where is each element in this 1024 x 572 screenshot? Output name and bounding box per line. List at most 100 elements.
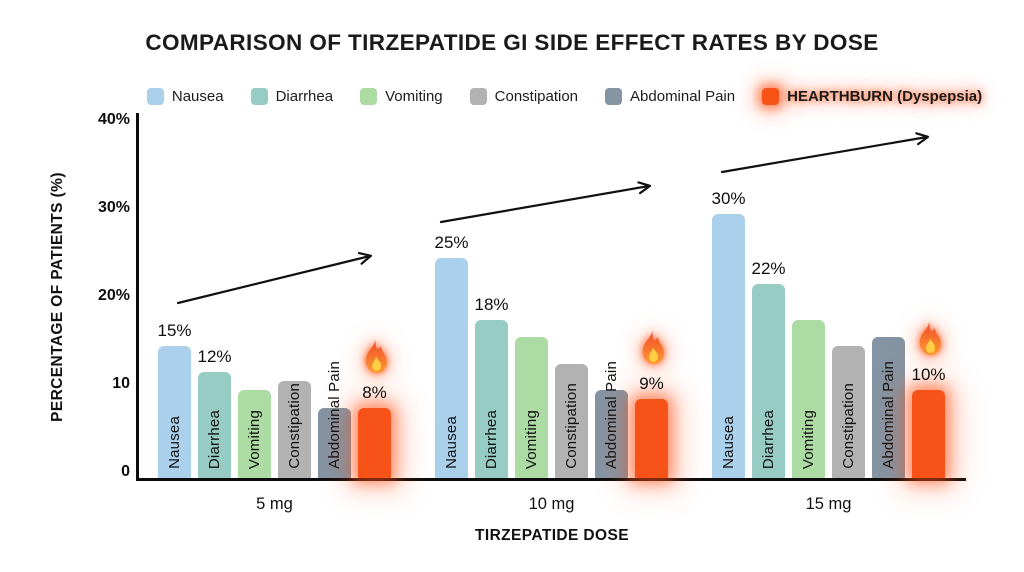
legend-item-diarrhea: Diarrhea bbox=[250, 87, 334, 105]
bar-category-label: Vomiting bbox=[245, 409, 263, 469]
bar-hearthburn-dyspepsia-15-mg bbox=[912, 390, 945, 478]
legend-item-constipation: Constipation bbox=[469, 87, 579, 105]
bar-slot: Vomiting bbox=[792, 126, 825, 478]
bar-category-label: Vomiting bbox=[522, 409, 540, 469]
bar-category-label: Diarrhea bbox=[759, 409, 777, 469]
bar-category-label: Abdominal Pain bbox=[879, 361, 897, 469]
bar-diarrhea-15-mg bbox=[752, 284, 785, 478]
bar-slot: Abdominal Pain bbox=[872, 126, 905, 478]
bar-slot: Vomiting bbox=[238, 126, 271, 478]
bar-slot: Diarrhea 22% bbox=[751, 126, 786, 478]
bar-abdominal-pain-10-mg bbox=[595, 390, 628, 478]
bar-slot: 9% bbox=[635, 126, 668, 478]
bar-category-label: Constipation bbox=[839, 383, 857, 469]
x-group-label-5-mg: 5 mg bbox=[256, 495, 293, 513]
bar-nausea-5-mg bbox=[158, 346, 191, 478]
y-axis-tick-label: 20% bbox=[97, 287, 130, 304]
bar-slot: Constipation bbox=[278, 126, 311, 478]
bar-category-label: Vomiting bbox=[799, 409, 817, 469]
legend-swatch bbox=[146, 87, 164, 105]
bar-diarrhea-5-mg bbox=[198, 372, 231, 478]
bar-slot: Nausea 25% bbox=[434, 126, 469, 478]
bar-category-label: Nausea bbox=[442, 416, 460, 469]
bar-abdominal-pain-15-mg bbox=[872, 337, 905, 478]
bar-slot: Diarrhea 12% bbox=[197, 126, 232, 478]
legend-swatch bbox=[469, 87, 487, 105]
bar-value-label: 25% bbox=[434, 233, 469, 252]
y-axis-tick-label: 40% bbox=[97, 111, 130, 128]
bar-value-label: 12% bbox=[197, 347, 232, 367]
bar-category-label: Nausea bbox=[165, 416, 183, 469]
bar-group-10-mg: Nausea 25% Diarrhea 18% Vomiting Constipation… bbox=[434, 126, 668, 478]
bar-category-label: Constipation bbox=[285, 383, 303, 469]
bar-constipation-10-mg bbox=[555, 363, 588, 478]
legend-label: Vomiting bbox=[385, 87, 443, 105]
legend-swatch bbox=[762, 87, 780, 105]
legend: Nausea Diarrhea Vomiting Constipation Abdomi… bbox=[105, 84, 1024, 108]
legend-item-abdominal-pain: Abdominal Pain bbox=[605, 87, 736, 105]
bar-category-label: Constipation bbox=[562, 383, 580, 469]
legend-swatch bbox=[250, 87, 268, 105]
bar-slot: Nausea 15% bbox=[157, 126, 192, 478]
x-axis-title: TIRZEPATIDE DOSE bbox=[475, 527, 629, 544]
legend-item-vomiting: Vomiting bbox=[360, 87, 443, 105]
legend-item-hearthburn-dyspepsia: HEARTHBURN (Dyspepsia) bbox=[762, 87, 983, 105]
flame-icon bbox=[635, 327, 669, 369]
bar-value-label: 22% bbox=[751, 259, 786, 279]
legend-swatch bbox=[360, 87, 378, 105]
bar-slot: Abdominal Pain bbox=[318, 126, 351, 478]
flame-icon bbox=[912, 318, 946, 360]
flame-icon bbox=[358, 336, 392, 378]
bar-category-label: Diarrhea bbox=[482, 409, 500, 469]
bar-slot: Nausea 30% bbox=[711, 126, 746, 478]
bar-constipation-15-mg bbox=[832, 346, 865, 478]
legend-label: Diarrhea bbox=[275, 87, 334, 105]
plot-area: 40% 30% 20% 10 0 Nausea 15% Diarrhea 12% Vomiting… bbox=[98, 111, 966, 481]
bar-nausea-15-mg bbox=[712, 214, 745, 478]
bar-vomiting-5-mg bbox=[238, 390, 271, 478]
bar-group-15-mg: Nausea 30% Diarrhea 22% Vomiting Constipation… bbox=[711, 126, 946, 478]
bar-category-label: Abdominal Pain bbox=[602, 361, 620, 469]
bar-constipation-5-mg bbox=[278, 381, 311, 478]
bar-value-label: 8% bbox=[362, 382, 387, 402]
chart-title: COMPARISON OF TIRZEPATIDE GI SIDE EFFECT… bbox=[145, 30, 879, 55]
bar-value-label: 10% bbox=[911, 365, 946, 384]
bar-slot: 10% bbox=[911, 126, 946, 478]
bar-slot: Constipation bbox=[555, 126, 588, 478]
bar-value-label: 18% bbox=[474, 294, 509, 314]
legend-label: Nausea bbox=[171, 87, 224, 105]
bar-vomiting-15-mg bbox=[792, 319, 825, 478]
x-axis-line bbox=[136, 478, 966, 481]
bar-diarrhea-10-mg bbox=[475, 319, 508, 478]
y-axis-tick-label: 10 bbox=[112, 375, 130, 392]
legend-label: HEARTHBURN (Dyspepsia) bbox=[787, 87, 983, 105]
bar-slot: Constipation bbox=[832, 126, 865, 478]
x-group-label-10-mg: 10 mg bbox=[528, 495, 575, 513]
bar-category-label: Abdominal Pain bbox=[325, 361, 343, 469]
bar-slot: Diarrhea 18% bbox=[474, 126, 509, 478]
y-axis-tick-label: 30% bbox=[97, 199, 130, 216]
bar-value-label: 15% bbox=[157, 321, 192, 340]
bar-category-label: Nausea bbox=[719, 416, 737, 469]
y-axis-line bbox=[136, 113, 139, 480]
bar-nausea-10-mg bbox=[435, 258, 468, 478]
y-axis-title: PERCENTAGE OF PATIENTS (%) bbox=[49, 172, 66, 422]
y-axis-tick-label: 0 bbox=[121, 463, 130, 480]
bar-value-label: 30% bbox=[711, 189, 746, 208]
legend-swatch bbox=[605, 87, 623, 105]
bar-hearthburn-dyspepsia-10-mg bbox=[635, 398, 668, 478]
legend-label: Constipation bbox=[494, 87, 579, 105]
bar-slot: Abdominal Pain bbox=[595, 126, 628, 478]
bar-abdominal-pain-5-mg bbox=[318, 407, 351, 478]
x-group-label-15-mg: 15 mg bbox=[805, 495, 852, 513]
legend-item-nausea: Nausea bbox=[146, 87, 224, 105]
legend-label: Abdominal Pain bbox=[630, 87, 736, 105]
bar-hearthburn-dyspepsia-5-mg bbox=[358, 407, 391, 478]
bar-slot: Vomiting bbox=[515, 126, 548, 478]
bar-category-label: Diarrhea bbox=[205, 409, 223, 469]
bar-value-label: 9% bbox=[639, 373, 664, 393]
bar-slot: 8% bbox=[358, 126, 391, 478]
bar-group-5-mg: Nausea 15% Diarrhea 12% Vomiting Constipation… bbox=[157, 126, 391, 478]
bar-vomiting-10-mg bbox=[515, 337, 548, 478]
